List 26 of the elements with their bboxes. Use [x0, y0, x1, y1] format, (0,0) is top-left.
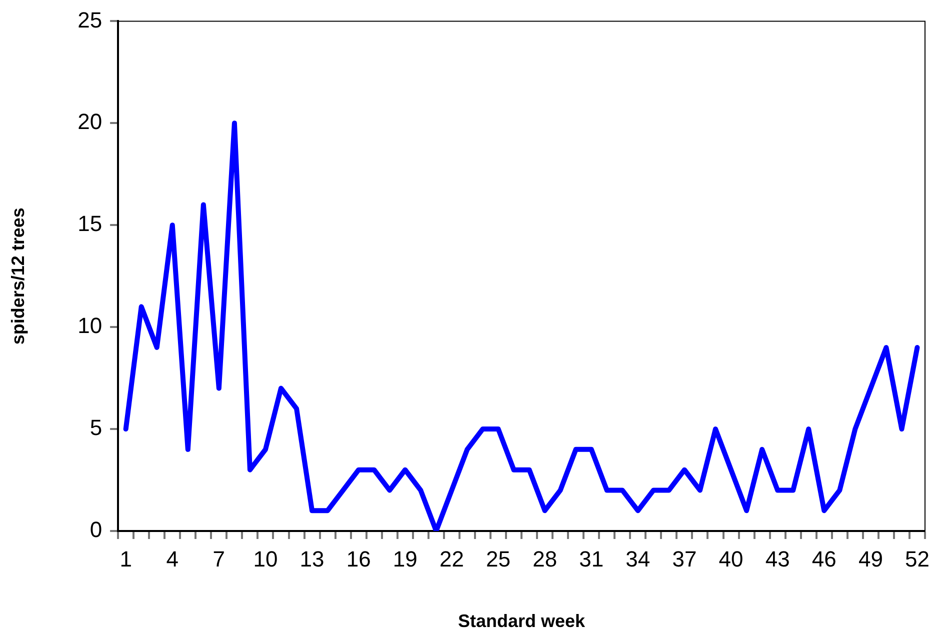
x-tick-label: 7: [212, 546, 226, 572]
x-tick-label: 52: [905, 546, 930, 572]
x-tick-label: 22: [439, 546, 464, 572]
x-tick-label: 10: [253, 546, 278, 572]
x-tick-label: 31: [579, 546, 604, 572]
x-tick-label: 19: [392, 546, 418, 572]
x-tick-label: 28: [532, 546, 558, 572]
y-tick-label: 20: [78, 109, 102, 134]
x-tick-label: 43: [765, 546, 790, 572]
x-tick-label: 34: [626, 546, 650, 572]
y-tick-label: 25: [78, 7, 102, 32]
x-tick-label: 16: [346, 546, 371, 572]
x-tick-label: 4: [166, 546, 179, 572]
x-tick-label: 37: [672, 546, 697, 572]
x-tick-label: 40: [718, 546, 744, 572]
y-tick-label: 5: [90, 415, 102, 440]
y-tick-label: 15: [78, 211, 102, 236]
x-tick-label: 1: [120, 546, 132, 572]
x-tick-label: 13: [300, 546, 324, 572]
x-tick-label: 46: [812, 546, 836, 572]
y-tick-label: 10: [78, 313, 102, 338]
x-tick-label: 49: [858, 546, 883, 572]
x-tick-label: 25: [486, 546, 510, 572]
y-axis-title: spiders/12 trees: [8, 208, 28, 345]
x-axis-title: Standard week: [458, 611, 586, 632]
y-tick-label: 0: [90, 517, 102, 542]
